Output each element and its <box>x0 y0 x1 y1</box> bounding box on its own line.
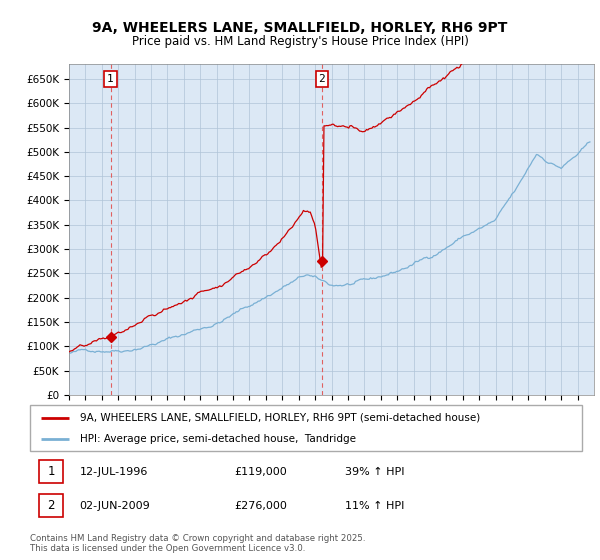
Text: Price paid vs. HM Land Registry's House Price Index (HPI): Price paid vs. HM Land Registry's House … <box>131 35 469 48</box>
Text: 2: 2 <box>47 500 55 512</box>
Text: 12-JUL-1996: 12-JUL-1996 <box>80 466 148 477</box>
FancyBboxPatch shape <box>39 460 63 483</box>
Text: 1: 1 <box>47 465 55 478</box>
Text: £119,000: £119,000 <box>234 466 287 477</box>
Text: 2: 2 <box>319 74 325 84</box>
Text: 11% ↑ HPI: 11% ↑ HPI <box>344 501 404 511</box>
Text: 9A, WHEELERS LANE, SMALLFIELD, HORLEY, RH6 9PT (semi-detached house): 9A, WHEELERS LANE, SMALLFIELD, HORLEY, R… <box>80 413 480 423</box>
Text: Contains HM Land Registry data © Crown copyright and database right 2025.
This d: Contains HM Land Registry data © Crown c… <box>30 534 365 553</box>
Text: £276,000: £276,000 <box>234 501 287 511</box>
Text: 02-JUN-2009: 02-JUN-2009 <box>80 501 151 511</box>
Text: 39% ↑ HPI: 39% ↑ HPI <box>344 466 404 477</box>
FancyBboxPatch shape <box>39 494 63 517</box>
FancyBboxPatch shape <box>30 405 582 451</box>
Text: 9A, WHEELERS LANE, SMALLFIELD, HORLEY, RH6 9PT: 9A, WHEELERS LANE, SMALLFIELD, HORLEY, R… <box>92 21 508 35</box>
Text: 1: 1 <box>107 74 114 84</box>
Text: HPI: Average price, semi-detached house,  Tandridge: HPI: Average price, semi-detached house,… <box>80 435 356 444</box>
